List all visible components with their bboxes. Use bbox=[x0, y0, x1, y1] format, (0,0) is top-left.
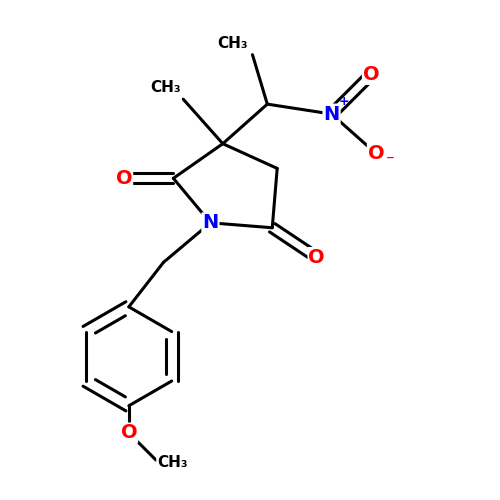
Text: CH₃: CH₃ bbox=[217, 36, 248, 51]
Text: +: + bbox=[338, 95, 349, 108]
Text: CH₃: CH₃ bbox=[150, 80, 181, 95]
Text: O: O bbox=[116, 169, 132, 188]
Text: N: N bbox=[324, 104, 340, 124]
Text: O: O bbox=[120, 424, 137, 442]
Text: O: O bbox=[368, 144, 384, 163]
Text: N: N bbox=[202, 214, 218, 233]
Text: O: O bbox=[308, 248, 325, 267]
Text: ⁻: ⁻ bbox=[386, 152, 394, 170]
Text: O: O bbox=[363, 65, 380, 84]
Text: CH₃: CH₃ bbox=[157, 455, 188, 470]
